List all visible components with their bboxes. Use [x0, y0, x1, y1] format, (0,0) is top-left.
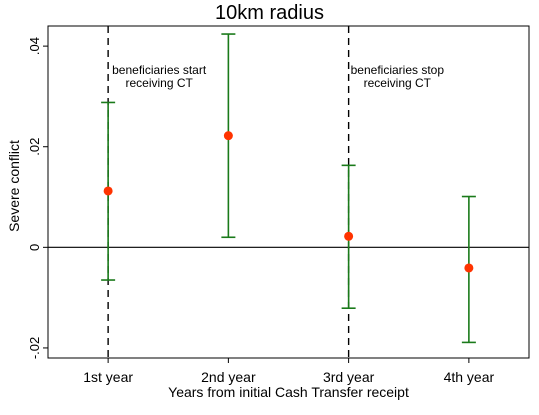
y-tick-label-3: .04	[27, 37, 42, 55]
y-axis-label: Severe conflict	[6, 140, 22, 232]
annotation-start: beneficiaries start receiving CT	[112, 64, 206, 90]
x-tick-label-2: 3rd year	[323, 369, 375, 385]
point-1	[223, 131, 233, 141]
annotation-start-line2: receiving CT	[125, 76, 193, 90]
y-tick-label-0: -.02	[27, 337, 42, 359]
point-2	[344, 231, 354, 241]
chart-title: 10km radius	[215, 2, 324, 24]
x-axis-label: Years from initial Cash Transfer receipt	[168, 384, 409, 400]
annotation-stop: beneficiaries stop receiving CT	[351, 64, 444, 90]
plot-frame	[47, 25, 530, 359]
y-tick-label-2: .02	[27, 138, 42, 156]
x-tick-label-3: 4th year	[444, 369, 495, 385]
annotation-stop-line1: beneficiaries stop	[350, 63, 445, 77]
point-3	[464, 263, 474, 273]
point-0	[103, 186, 113, 196]
x-tick-label-0: 1st year	[83, 369, 133, 385]
x-tick-label-1: 2nd year	[201, 369, 256, 385]
annotation-start-line1: beneficiaries start	[112, 63, 207, 77]
y-tick-label-1: 0	[27, 244, 42, 251]
annotation-stop-line2: receiving CT	[363, 76, 431, 90]
